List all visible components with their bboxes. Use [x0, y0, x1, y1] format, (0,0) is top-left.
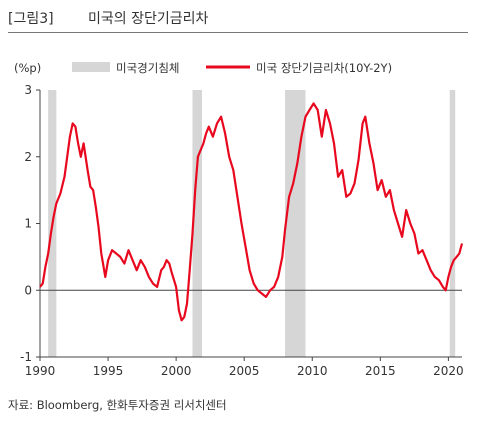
- x-tick-label: 2000: [161, 364, 192, 378]
- y-tick-label: -1: [20, 350, 32, 364]
- y-axis-label: (%p): [14, 61, 41, 75]
- legend-recession-swatch: [72, 62, 110, 72]
- figure-header: [그림3] 미국의 장단기금리차: [8, 6, 468, 33]
- recession-band-1: [192, 90, 202, 357]
- x-tick-label: 2020: [433, 364, 464, 378]
- y-tick-label: 2: [24, 150, 32, 164]
- source-note: 자료: Bloomberg, 한화투자증권 리서치센터: [8, 398, 227, 412]
- x-tick-labels: 1990 1995 2000 2005 2010 2015 2020: [25, 357, 464, 378]
- y-tick-label: 0: [24, 283, 32, 297]
- series-line-spread-10y-2y: [39, 102, 464, 322]
- chart: (%p) 미국경기침체 미국 장단기금리차(10Y-2Y) -1 0 1 2 3 199…: [14, 61, 464, 378]
- figure-number: [그림3]: [8, 11, 54, 27]
- y-tick-label: 3: [24, 83, 32, 97]
- recession-band-3: [449, 90, 456, 357]
- legend-recession-label: 미국경기침체: [116, 61, 179, 75]
- legend: 미국경기침체 미국 장단기금리차(10Y-2Y): [72, 61, 392, 75]
- figure-title: 미국의 장단기금리차: [88, 11, 209, 27]
- x-tick-label: 2010: [297, 364, 328, 378]
- x-tick-label: 2005: [229, 364, 260, 378]
- x-tick-label: 1990: [25, 364, 56, 378]
- x-tick-label: 1995: [93, 364, 124, 378]
- y-tick-labels: -1 0 1 2 3: [20, 83, 40, 364]
- y-tick-label: 1: [24, 217, 32, 231]
- x-tick-label: 2015: [365, 364, 396, 378]
- legend-line-label: 미국 장단기금리차(10Y-2Y): [256, 61, 392, 75]
- recession-bands: [48, 90, 456, 357]
